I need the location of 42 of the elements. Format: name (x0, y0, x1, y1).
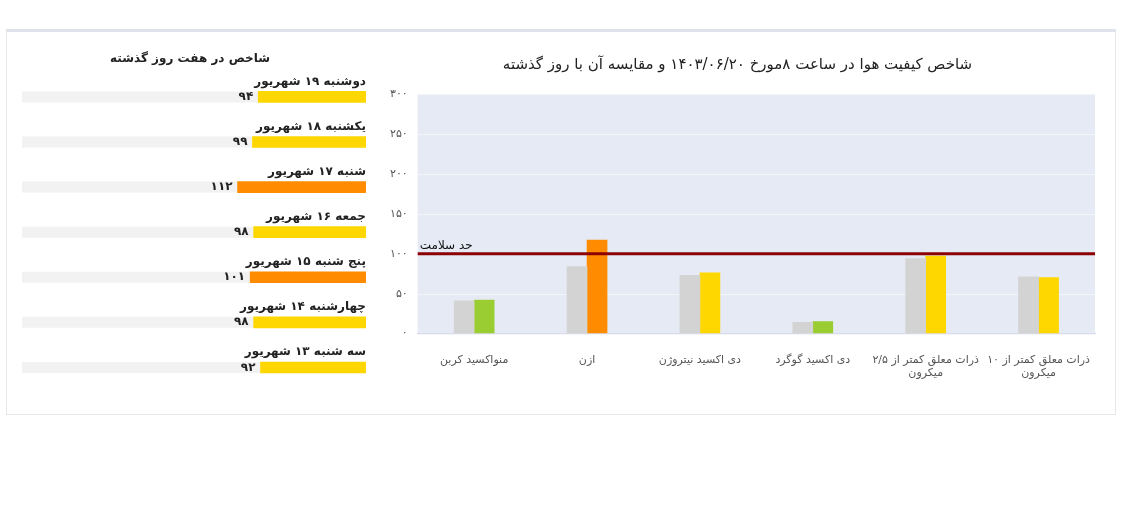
bar (925, 255, 947, 334)
bar (1018, 276, 1039, 334)
bar (905, 258, 927, 334)
y-tick-label: دوشنبه ۱۹ شهریور (253, 73, 366, 89)
bar (453, 300, 475, 334)
data-label: ۱۱۲ (210, 179, 234, 194)
data-label: ۱۰۱ (223, 269, 246, 284)
data-label: ۹۲ (240, 359, 257, 374)
y-tick-label: ۰ (401, 326, 408, 340)
bar (679, 274, 701, 334)
y-tick-label: ۵۰ (395, 286, 408, 300)
data-label: ۹۹ (232, 134, 249, 149)
bar (792, 322, 814, 334)
x-tick-label: منواکسید کربن (439, 353, 509, 367)
data-label: ۹۸ (233, 224, 250, 239)
data-label: ۹۸ (233, 314, 250, 329)
x-tick-label: ازن (578, 353, 596, 367)
y-tick-label: ۳۰۰ (389, 86, 408, 100)
x-tick-label: ذرات معلق کمتر از ۱۰ میکرون (987, 353, 1091, 380)
chart-title: شاخص در هفت روز گذشته (110, 51, 270, 67)
chart-title: شاخص کیفیت هوا در ساعت ۸مورخ ۱۴۰۳/۰۶/۲۰ و مقایسه آن با روز گذشته (502, 54, 973, 73)
bar (1038, 277, 1059, 334)
bar (566, 266, 588, 334)
bar (586, 239, 608, 334)
y-tick-label: ۲۵۰ (389, 126, 408, 140)
y-tick-label: ۱۵۰ (389, 206, 408, 220)
bar (699, 272, 721, 334)
y-tick-label: ۱۰۰ (389, 246, 408, 260)
bar (812, 321, 834, 334)
y-tick-label: شنبه ۱۷ شهریور (266, 163, 366, 179)
y-tick-label: پنج شنبه ۱۵ شهریور (244, 253, 366, 269)
x-tick-label: ذرات معلق کمتر از ۲/۵ میکرون (872, 353, 980, 380)
bar (473, 299, 495, 334)
y-tick-label: جمعه ۱۶ شهریور (265, 208, 366, 224)
ref-line-label: حد سلامت (419, 237, 473, 252)
data-label: ۹۴ (238, 89, 254, 104)
y-tick-label: یکشنبه ۱۸ شهریور (255, 118, 366, 134)
y-tick-label: ۲۰۰ (389, 166, 408, 180)
y-tick-label: چهارشنبه ۱۴ شهریور (238, 299, 366, 314)
x-tick-label: دی اکسید نیتروژن (658, 353, 742, 367)
x-tick-label: دی اکسید گوگرد (775, 353, 851, 367)
y-tick-label: سه شنبه ۱۳ شهریور (243, 344, 366, 360)
